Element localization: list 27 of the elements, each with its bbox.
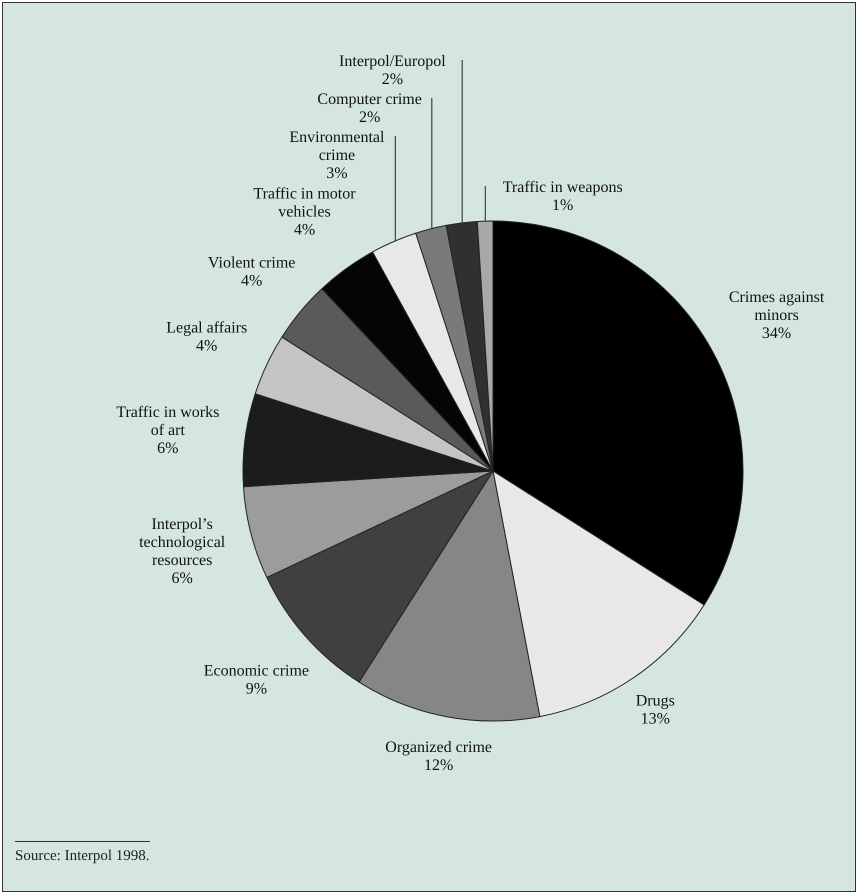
slice-label: Traffic in weapons: [502, 179, 623, 196]
slice-label: Legal affairs: [166, 319, 248, 336]
slice-label: Crimes against minors: [728, 289, 825, 324]
data-label: 4%: [294, 222, 316, 239]
slice-label: Traffic in motor vehicles: [253, 186, 356, 221]
slice-label: Drugs: [636, 692, 675, 710]
slice-label: Environmental crime: [289, 129, 385, 164]
slice-label: Computer crime: [317, 91, 422, 108]
data-label: 2%: [358, 109, 380, 126]
source-note: Source: Interpol 1998.: [15, 841, 150, 865]
slice-label: Economic crime: [204, 662, 310, 680]
data-label: 9%: [246, 680, 268, 698]
data-label: 34%: [762, 325, 792, 342]
slice-label: Interpol’s technological resources: [139, 516, 226, 569]
data-label: 1%: [552, 197, 574, 214]
data-label: 3%: [326, 165, 348, 182]
data-label: 4%: [240, 272, 262, 290]
data-label: 6%: [157, 440, 178, 457]
slice-label: Violent crime: [208, 254, 296, 272]
slice-label: Traffic in works of art: [116, 404, 220, 439]
data-label: 6%: [171, 570, 193, 587]
slice-label: Organized crime: [385, 738, 492, 756]
data-label: 2%: [382, 71, 404, 88]
data-label: 12%: [424, 756, 454, 774]
slice-label: Interpol/Europol: [339, 53, 446, 70]
data-label: 13%: [640, 710, 670, 728]
data-label: 4%: [196, 337, 218, 354]
